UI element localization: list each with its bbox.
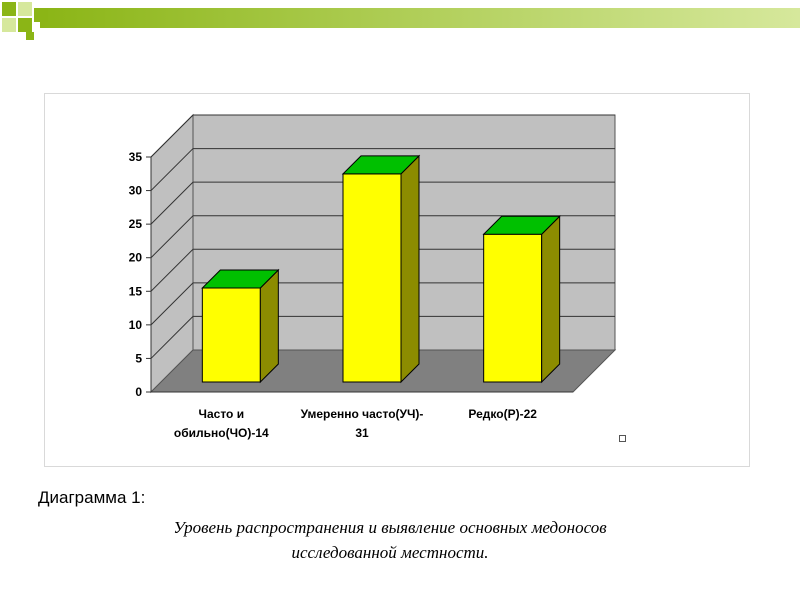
decorative-header-band [2,2,800,40]
bar-top [341,155,421,175]
bar-front [342,173,402,383]
header-square-6 [26,32,34,40]
x-category-label: Часто и обильно(ЧО)-14 [174,407,269,440]
caption-description: Уровень распространения и выявление осно… [173,518,607,562]
header-square-5 [18,18,32,32]
bar-top [482,215,561,235]
bar-side [259,268,279,384]
header-square-3 [34,8,48,22]
y-tick-label: 20 [129,251,143,265]
gridline [150,315,615,359]
bar-side [541,215,561,384]
y-tick-label: 35 [129,150,143,164]
header-gradient-strip [40,8,800,28]
header-square-1 [2,2,16,16]
y-tick-label: 30 [129,184,143,198]
header-square-4 [2,18,16,32]
y-tick-label: 10 [129,318,143,332]
bar-front [483,233,543,383]
gridline [150,148,615,191]
gridline [150,114,615,158]
x-category-label: Редко(Р)-22 [468,407,537,421]
bar-top [201,269,280,289]
bar-chart-3d: 0 5 10 15 20 25 30 35 Часто и обильно(ЧО)-14 Умере… [129,113,617,440]
y-tick-label: 15 [129,284,143,298]
chart-frame: 0 5 10 15 20 25 30 35 Часто и обильно(ЧО)-14 Умере… [44,93,750,467]
legend-marker [619,435,626,442]
bar-front [201,287,261,383]
gridline [150,248,615,292]
gridline [150,181,615,225]
y-tick-label: 25 [129,217,143,231]
chart-side-wall [150,113,194,394]
header-square-2 [18,2,32,16]
caption-title: Диаграмма 1: [38,488,146,507]
gridline [150,215,615,259]
y-tick-label: 0 [135,385,142,399]
x-category-label: Умеренно часто(УЧ)-31 [301,407,424,440]
bar-side [400,154,420,384]
y-tick-label: 5 [135,351,142,365]
gridline [150,282,615,326]
